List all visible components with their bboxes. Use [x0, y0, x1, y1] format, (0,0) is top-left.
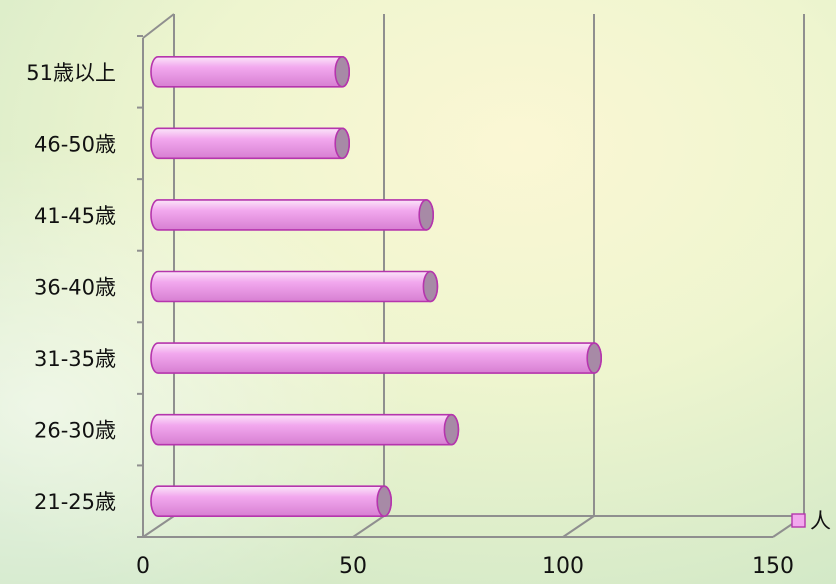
floor-gridline: [142, 515, 175, 538]
legend-swatch: [791, 513, 806, 528]
category-label: 51歳以上: [26, 61, 116, 85]
category-label: 21-25歳: [34, 490, 116, 514]
category-label: 36-40歳: [34, 276, 116, 300]
bar-body: [150, 199, 434, 231]
category-label: 31-35歳: [34, 347, 116, 371]
x-tick-label: 50: [339, 554, 367, 579]
bar-end-cap: [586, 342, 603, 374]
legend-entry-label: 人: [810, 509, 831, 533]
x-tick-label: 150: [752, 554, 794, 579]
bar: [150, 55, 351, 88]
x-tick-label: 0: [136, 554, 150, 579]
bar-end-cap: [422, 270, 439, 303]
bars: [150, 55, 603, 518]
x-tick-labels: 0 50 100 150: [136, 554, 794, 579]
category-label: 46-50歳: [34, 132, 116, 156]
bar-body: [150, 485, 392, 518]
bar-body: [150, 342, 602, 374]
bar: [150, 485, 393, 518]
bar-end-cap: [376, 485, 393, 518]
bar-end-cap: [418, 199, 435, 231]
category-label: 26-30歳: [34, 419, 116, 443]
left-wall-top-edge: [142, 13, 175, 39]
bar-end-cap: [334, 127, 351, 160]
floor-gridline: [352, 515, 385, 538]
bar: [150, 199, 435, 231]
bar-body: [150, 55, 350, 88]
bar-body: [150, 127, 350, 160]
bar: [150, 342, 603, 374]
legend: 人: [791, 509, 831, 533]
bar: [150, 127, 351, 160]
bar-body: [150, 270, 439, 303]
category-labels: 21-25歳 26-30歳 31-35歳 36-40歳 41-45歳 46-50歳 51歳以…: [26, 61, 116, 514]
bar: [150, 413, 460, 446]
bar: [150, 270, 439, 303]
bar-end-cap: [443, 413, 460, 446]
category-label: 41-45歳: [34, 204, 116, 228]
x-tick-label: 100: [542, 554, 584, 579]
bar-body: [150, 413, 460, 446]
bar-end-cap: [334, 55, 351, 88]
floor-gridline: [562, 515, 595, 538]
